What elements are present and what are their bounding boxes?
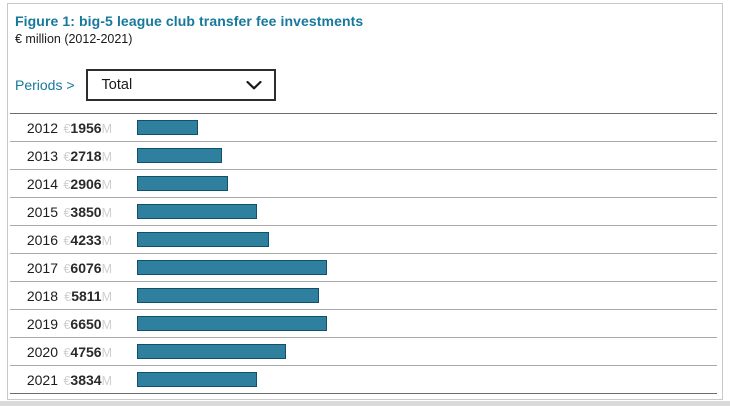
- bar[interactable]: [137, 316, 327, 331]
- chevron-down-icon: [245, 80, 262, 89]
- value-number: 2906: [70, 175, 102, 192]
- unit-suffix: M: [101, 289, 112, 304]
- year-label: 2018: [26, 287, 58, 304]
- table-row: 2020 €4756M: [10, 338, 717, 366]
- unit-suffix: M: [101, 317, 112, 332]
- bar[interactable]: [137, 176, 228, 191]
- value-label: €1956M: [58, 120, 112, 136]
- figure-title: Figure 1: big-5 league club transfer fee…: [15, 13, 364, 29]
- currency-prefix: €: [63, 233, 71, 248]
- table-row: 2015 €3850M: [10, 198, 717, 226]
- bar-chart: 2012 €1956M 2013 €2718M 2014 €2906M 2015 €3850M…: [10, 113, 717, 394]
- unit-suffix: M: [101, 233, 112, 248]
- value-label: €3850M: [58, 204, 112, 220]
- year-label: 2021: [26, 371, 58, 388]
- bar[interactable]: [137, 232, 269, 247]
- unit-suffix: M: [101, 261, 112, 276]
- value-label: €4233M: [58, 232, 112, 248]
- table-row: 2021 €3834M: [10, 366, 717, 394]
- value-label: €2906M: [58, 176, 112, 192]
- value-number: 2718: [70, 147, 102, 164]
- bar[interactable]: [137, 344, 286, 359]
- unit-suffix: M: [101, 205, 112, 220]
- value-label: €5811M: [58, 288, 112, 304]
- value-number: 6076: [70, 259, 102, 276]
- currency-prefix: €: [63, 121, 71, 136]
- periods-select[interactable]: Total: [85, 69, 276, 101]
- year-label: 2014: [26, 175, 58, 192]
- table-row: 2018 €5811M: [10, 282, 717, 310]
- unit-suffix: M: [101, 149, 112, 164]
- periods-selected-value: Total: [101, 77, 133, 93]
- value-number: 6650: [70, 315, 102, 332]
- currency-prefix: €: [63, 373, 71, 388]
- year-label: 2016: [26, 231, 58, 248]
- year-label: 2012: [26, 119, 58, 136]
- page-bottom-strip: [0, 401, 730, 406]
- table-row: 2017 €6076M: [10, 254, 717, 282]
- table-row: 2012 €1956M: [10, 114, 717, 142]
- currency-prefix: €: [63, 317, 71, 332]
- year-label: 2017: [26, 259, 58, 276]
- value-number: 3834: [70, 371, 102, 388]
- bar[interactable]: [137, 120, 198, 135]
- value-label: €3834M: [58, 372, 112, 388]
- value-label: €6650M: [58, 316, 112, 332]
- year-label: 2020: [26, 343, 58, 360]
- bar[interactable]: [137, 288, 319, 303]
- unit-suffix: M: [101, 373, 112, 388]
- bar[interactable]: [137, 260, 327, 275]
- value-number: 4233: [70, 231, 102, 248]
- currency-prefix: €: [63, 345, 71, 360]
- year-label: 2019: [26, 315, 58, 332]
- figure-subtitle: € million (2012-2021): [15, 32, 133, 46]
- value-number: 1956: [70, 119, 102, 136]
- periods-label: Periods >: [15, 77, 75, 93]
- bar[interactable]: [137, 148, 222, 163]
- currency-prefix: €: [63, 149, 71, 164]
- currency-prefix: €: [63, 261, 71, 276]
- currency-prefix: €: [64, 289, 72, 304]
- currency-prefix: €: [63, 177, 71, 192]
- unit-suffix: M: [101, 121, 112, 136]
- chart-panel: Figure 1: big-5 league club transfer fee…: [7, 3, 723, 400]
- bar[interactable]: [137, 372, 257, 387]
- table-row: 2013 €2718M: [10, 142, 717, 170]
- unit-suffix: M: [101, 345, 112, 360]
- bar[interactable]: [137, 204, 257, 219]
- year-label: 2013: [26, 147, 58, 164]
- value-label: €6076M: [58, 260, 112, 276]
- value-label: €2718M: [58, 148, 112, 164]
- table-row: 2016 €4233M: [10, 226, 717, 254]
- unit-suffix: M: [101, 177, 112, 192]
- value-number: 3850: [70, 203, 102, 220]
- table-row: 2014 €2906M: [10, 170, 717, 198]
- value-label: €4756M: [58, 344, 112, 360]
- table-row: 2019 €6650M: [10, 310, 717, 338]
- year-label: 2015: [26, 203, 58, 220]
- value-number: 5811: [71, 287, 102, 304]
- currency-prefix: €: [63, 205, 71, 220]
- periods-control: Periods > Total: [15, 68, 276, 102]
- value-number: 4756: [70, 343, 102, 360]
